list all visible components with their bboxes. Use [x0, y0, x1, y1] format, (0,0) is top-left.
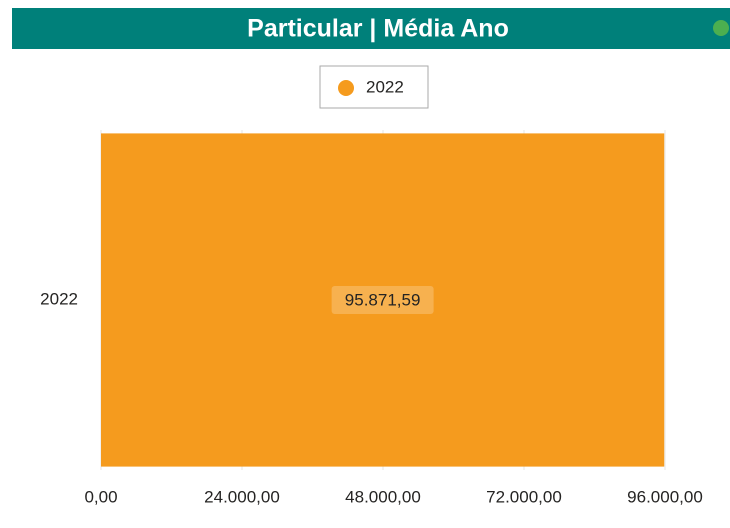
x-tick-label: 48.000,00 [345, 487, 421, 506]
chart-title: Particular | Média Ano [247, 15, 509, 43]
x-tick-label: 0,00 [84, 487, 117, 506]
data-label: 95.871,59 [345, 290, 421, 309]
legend-marker [338, 80, 354, 96]
legend-label: 2022 [366, 77, 404, 96]
data-label-bg [331, 286, 434, 314]
title-bar [12, 8, 730, 49]
y-tick-label: 2022 [40, 289, 78, 308]
x-tick-label: 96.000,00 [627, 487, 703, 506]
x-tick-label: 24.000,00 [204, 487, 280, 506]
x-tick-label: 72.000,00 [486, 487, 562, 506]
legend-box [319, 65, 429, 109]
status-dot [713, 20, 729, 36]
bar [101, 133, 665, 467]
